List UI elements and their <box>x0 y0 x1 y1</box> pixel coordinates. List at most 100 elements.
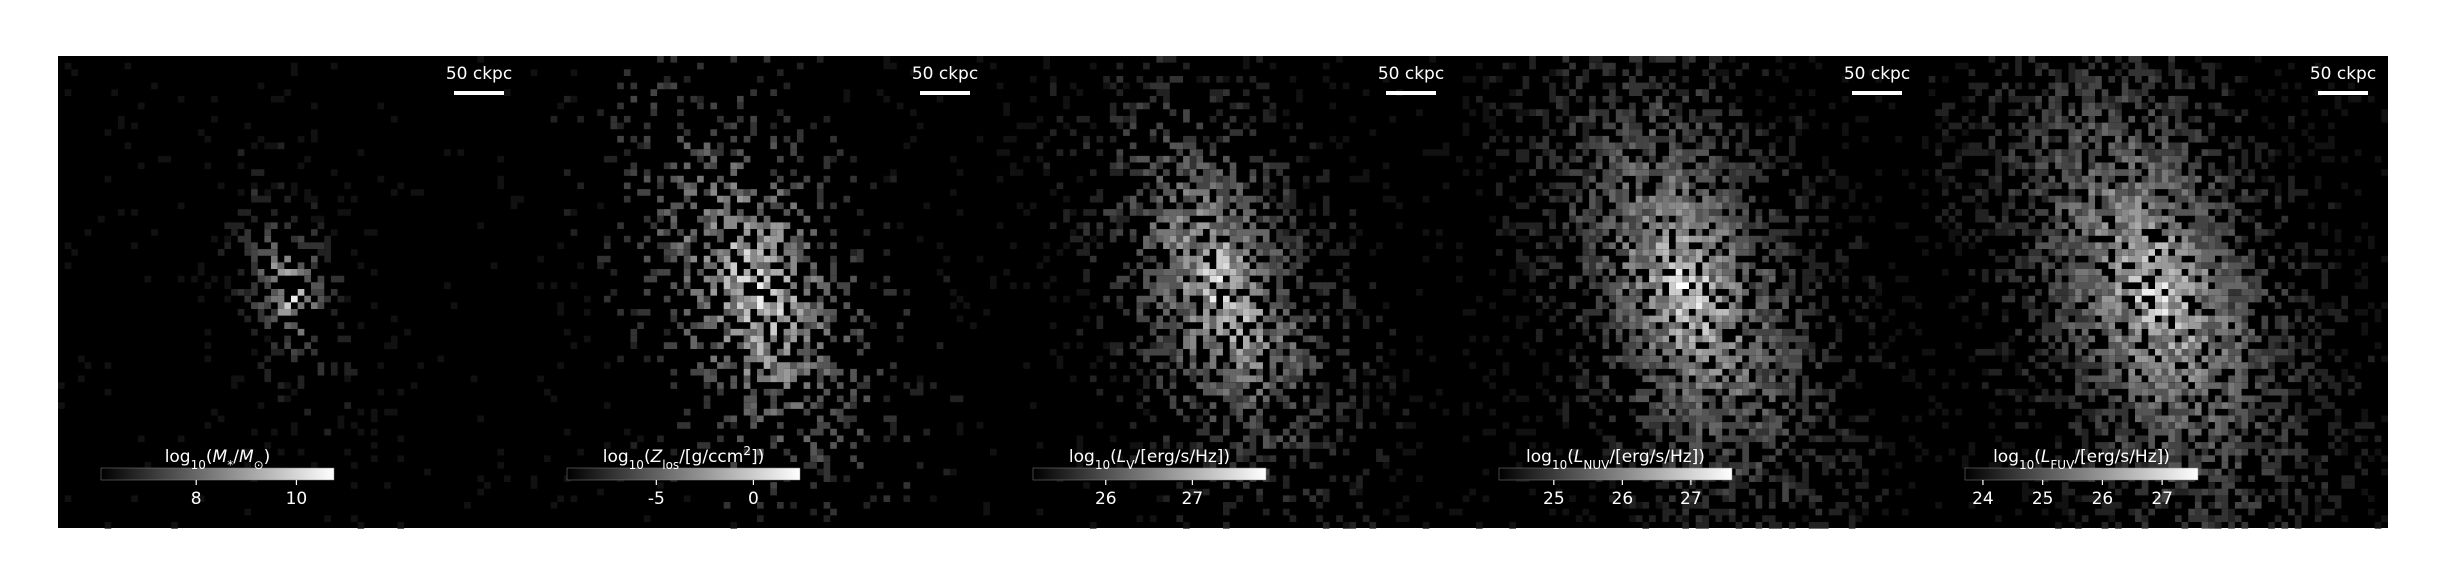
image-pixels <box>271 255 318 336</box>
colorbar-tick-label: 10 <box>286 489 308 509</box>
label-part: NUV <box>1583 458 1610 472</box>
label-part: log <box>1069 447 1095 467</box>
colorbar-tick-label: 27 <box>1680 489 1702 509</box>
colorbar <box>1964 467 2199 481</box>
image-pixels <box>683 182 824 389</box>
colorbar-tick-label: 26 <box>1612 489 1634 509</box>
colorbar-tick-label: 26 <box>2092 489 2114 509</box>
label-part: /[erg/s/Hz]) <box>1134 447 1230 467</box>
image-pixels <box>1143 155 1303 409</box>
label-part: los <box>662 458 679 472</box>
colorbar-tick-label: 25 <box>2032 489 2054 509</box>
image-pixels <box>643 135 871 463</box>
label-part: / <box>233 447 239 467</box>
image-pixels <box>1569 102 1803 476</box>
label-part: L <box>2041 447 2050 467</box>
label-part: L <box>1574 447 1583 467</box>
scale-bar-label: 50 ckpc <box>446 64 512 84</box>
image-pixels <box>1562 82 1823 503</box>
image-pixels <box>2088 182 2229 403</box>
image-pixels <box>1662 262 1709 336</box>
label-part: 10 <box>629 458 644 472</box>
label-part: Z <box>650 447 663 467</box>
colorbar <box>566 467 801 481</box>
label-part: M <box>213 447 228 467</box>
label-part: log <box>165 447 191 467</box>
image-pixels <box>2135 295 2162 316</box>
label-part: ( <box>2034 447 2041 467</box>
image-pixels <box>2141 282 2169 316</box>
colorbar-tick-label: 27 <box>2151 489 2173 509</box>
label-part: 10 <box>2019 458 2034 472</box>
image-pixels <box>1655 235 1723 356</box>
scale-bar-label: 50 ckpc <box>2310 64 2376 84</box>
label-part: V <box>1126 458 1135 472</box>
colorbar-tick-label: 25 <box>1543 489 1565 509</box>
image-pixels <box>1149 182 1297 403</box>
label-part: ( <box>1110 447 1117 467</box>
label-part: 10 <box>1095 458 1110 472</box>
scale-bar-label: 50 ckpc <box>1844 64 1910 84</box>
label-part: 10 <box>191 458 206 472</box>
label-part: FUV <box>2050 458 2075 472</box>
label-part: log <box>1526 447 1552 467</box>
image-pixels <box>1675 269 1703 309</box>
label-part: /[g/ccm <box>679 447 743 467</box>
image-pixels <box>1629 202 1743 376</box>
image-pixels <box>757 282 764 309</box>
image-pixels <box>1615 162 1769 409</box>
image-pixels <box>723 222 804 369</box>
image-pixels <box>1476 56 1896 529</box>
image-pixels <box>617 82 884 489</box>
image-pixels <box>291 295 298 303</box>
label-part: 2 <box>743 444 751 458</box>
image-pixels <box>297 289 305 296</box>
image-pixels <box>2115 222 2202 356</box>
panel: 50 ckpc log10(Zlos/[g/ccm2]) -5 0 <box>530 56 990 529</box>
colorbar-label: log10(M*/M⊙) <box>165 447 271 472</box>
label-part: 10 <box>1552 458 1567 472</box>
label-part: /[erg/s/Hz]) <box>2074 447 2170 467</box>
image-pixels <box>1183 235 1263 356</box>
colorbar <box>1032 467 1267 481</box>
colorbar-tick-label: 27 <box>1182 489 1204 509</box>
image-pixels <box>703 195 797 383</box>
image-pixels <box>1649 235 1729 343</box>
colorbar-label: log10(LV/[erg/s/Hz]) <box>1069 447 1230 472</box>
image-pixels <box>1669 275 1709 316</box>
image-pixels <box>1622 175 1749 396</box>
image-pixels <box>217 142 358 436</box>
image-pixels <box>1675 282 1689 289</box>
label-part: L <box>1117 447 1126 467</box>
panel: 50 ckpc log10(LV/[erg/s/Hz]) 26 27 <box>990 56 1456 529</box>
image-pixels <box>1129 135 1323 449</box>
label-part: ( <box>644 447 651 467</box>
colorbar <box>1498 467 1733 481</box>
image-pixels <box>284 255 291 263</box>
label-part: ( <box>1567 447 1574 467</box>
scale-bar-label: 50 ckpc <box>1378 64 1444 84</box>
colorbar-tick-label: -5 <box>648 489 665 509</box>
image-pixels <box>2128 249 2189 329</box>
image-pixels <box>1975 56 2329 529</box>
colorbar-tick-label: 24 <box>1972 489 1994 509</box>
label-part: ) <box>264 447 271 467</box>
label-part: M <box>239 447 254 467</box>
label-part: * <box>227 458 233 472</box>
panel: 50 ckpc log10(LFUV/[erg/s/Hz]) 24 25 26 27 <box>1922 56 2388 529</box>
image-pixels <box>1529 56 1849 529</box>
colorbar-label: log10(Zlos/[g/ccm2]) <box>603 444 764 472</box>
image-pixels <box>284 269 291 276</box>
label-part: log <box>603 447 629 467</box>
colorbar-label: log10(LFUV/[erg/s/Hz]) <box>1993 447 2170 472</box>
label-part: ⊙ <box>254 458 264 472</box>
panel: 50 ckpc log10(LNUV/[erg/s/Hz]) 25 26 27 <box>1456 56 1922 529</box>
image-pixels <box>284 302 291 309</box>
image-pixels <box>1209 275 1223 303</box>
image-pixels <box>1595 129 1783 436</box>
image-pixels <box>737 249 784 316</box>
image-pixels <box>1163 189 1283 383</box>
label-part: log <box>1993 447 2019 467</box>
colorbar-label: log10(LNUV/[erg/s/Hz]) <box>1526 447 1705 472</box>
